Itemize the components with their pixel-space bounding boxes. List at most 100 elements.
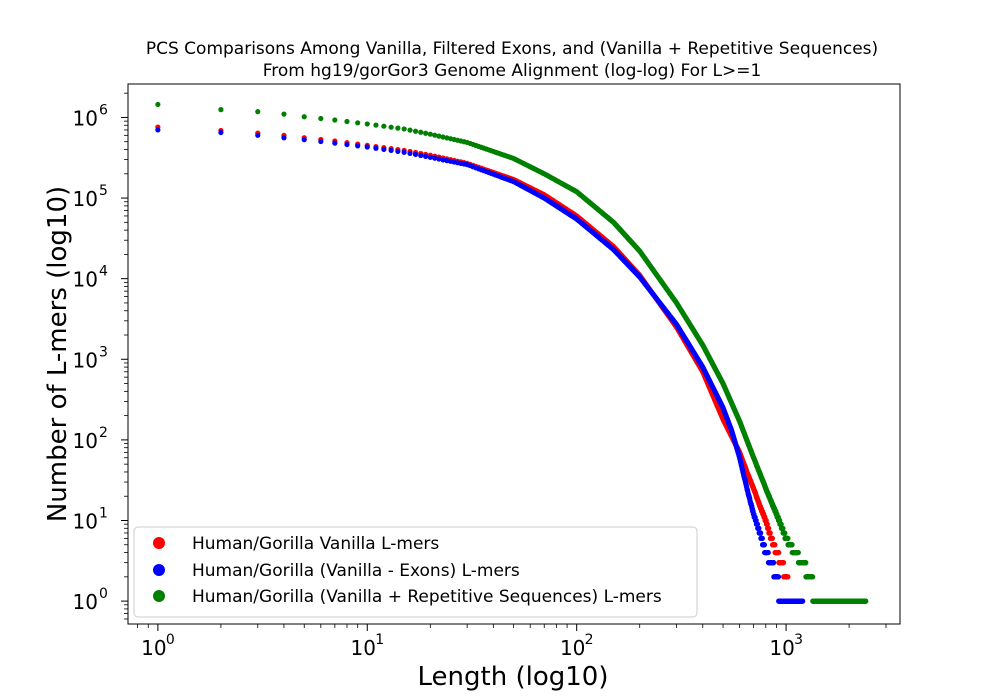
data-point — [255, 132, 261, 138]
data-point — [381, 146, 387, 152]
data-point — [418, 129, 424, 135]
data-point — [332, 140, 338, 146]
data-point — [436, 133, 442, 139]
legend-frame — [133, 526, 698, 618]
data-point — [281, 135, 287, 141]
x-tick-label: 10 — [141, 636, 166, 660]
data-point — [388, 147, 394, 153]
data-point — [432, 132, 438, 138]
legend-label-minus-exons: Human/Gorilla (Vanilla - Exons) L-mers — [192, 561, 520, 581]
data-point — [789, 542, 795, 548]
data-point — [775, 574, 782, 580]
data-point — [810, 574, 816, 580]
y-tick-label: 10 — [73, 268, 98, 292]
data-point — [785, 574, 791, 580]
data-point — [301, 137, 307, 143]
y-tick-label-exponent: 5 — [99, 183, 108, 199]
legend-label-vanilla: Human/Gorilla Vanilla L-mers — [192, 534, 439, 554]
y-tick-label-exponent: 4 — [99, 264, 108, 280]
data-point — [759, 535, 765, 541]
y-tick-label-exponent: 3 — [99, 344, 108, 360]
legend-marker-vanilla — [153, 537, 165, 549]
data-point — [373, 145, 379, 151]
data-point — [436, 156, 442, 162]
x-tick-label-exponent: 0 — [166, 632, 175, 648]
data-point — [418, 152, 424, 159]
data-point — [373, 122, 379, 128]
data-point — [332, 117, 338, 123]
data-point — [395, 148, 401, 154]
x-tick-label: 10 — [351, 636, 376, 660]
data-point — [395, 125, 401, 131]
y-tick-label: 10 — [73, 509, 98, 533]
data-point — [344, 118, 350, 125]
data-point — [281, 111, 287, 117]
data-point — [155, 101, 161, 108]
data-point — [767, 530, 773, 536]
data-point — [766, 525, 772, 531]
data-point — [355, 143, 361, 149]
data-point — [423, 153, 429, 160]
chart-subtitle: From hg19/gorGor3 Genome Alignment (log-… — [263, 61, 762, 81]
data-point — [423, 130, 429, 136]
y-tick-label: 10 — [73, 187, 98, 211]
data-point — [318, 138, 324, 145]
y-tick-label: 10 — [73, 429, 98, 453]
data-point — [758, 530, 764, 536]
data-point — [388, 124, 394, 130]
data-point — [427, 131, 433, 137]
y-tick-label: 10 — [73, 106, 98, 130]
y-tick-label: 10 — [73, 348, 98, 372]
data-point — [218, 107, 224, 113]
data-point — [863, 598, 869, 604]
legend-label-plus-repetitive: Human/Gorilla (Vanilla + Repetitive Sequ… — [192, 587, 662, 607]
data-point — [780, 560, 787, 566]
data-point — [255, 109, 261, 115]
legend-marker-plus-repetitive — [153, 590, 165, 602]
data-point — [355, 120, 361, 126]
data-point — [761, 542, 768, 548]
legend-item-vanilla: Human/Gorilla Vanilla L-mers — [153, 534, 439, 554]
data-point — [407, 127, 413, 133]
x-tick-label: 10 — [560, 636, 585, 660]
x-tick-label: 10 — [769, 636, 794, 660]
data-point — [803, 560, 809, 566]
data-point — [772, 542, 778, 548]
data-point — [800, 598, 806, 604]
series-points — [155, 101, 869, 604]
x-tick-label-exponent: 1 — [375, 632, 384, 648]
y-axis-label: Number of L-mers (log10) — [43, 186, 73, 522]
x-tick-label-exponent: 2 — [585, 632, 594, 648]
data-point — [344, 141, 350, 148]
data-point — [764, 521, 770, 527]
data-point — [412, 128, 419, 134]
data-point — [364, 144, 370, 150]
data-point — [318, 115, 324, 122]
data-point — [301, 114, 307, 120]
data-point — [412, 151, 419, 158]
data-point — [785, 535, 791, 541]
data-point — [754, 521, 761, 527]
data-point — [780, 525, 786, 531]
y-tick-label-exponent: 0 — [99, 586, 108, 602]
data-point — [776, 549, 782, 556]
data-point — [771, 560, 777, 566]
data-point — [381, 123, 387, 129]
legend-item-minus-exons: Human/Gorilla (Vanilla - Exons) L-mers — [153, 561, 520, 581]
data-point — [765, 549, 771, 556]
data-point — [432, 155, 438, 161]
data-point — [155, 127, 161, 133]
x-tick-label-exponent: 3 — [794, 632, 803, 648]
data-point — [782, 530, 788, 536]
y-tick-label-exponent: 6 — [99, 102, 108, 118]
data-point — [440, 134, 446, 140]
y-tick-label: 10 — [73, 590, 98, 614]
x-axis-label: Length (log10) — [418, 662, 609, 692]
data-points — [155, 101, 869, 604]
data-point — [401, 149, 407, 155]
legend-item-plus-repetitive: Human/Gorilla (Vanilla + Repetitive Sequ… — [153, 587, 662, 607]
data-point — [401, 126, 407, 132]
data-point — [218, 129, 224, 136]
legend: Human/Gorilla Vanilla L-mers Human/Goril… — [133, 526, 698, 618]
